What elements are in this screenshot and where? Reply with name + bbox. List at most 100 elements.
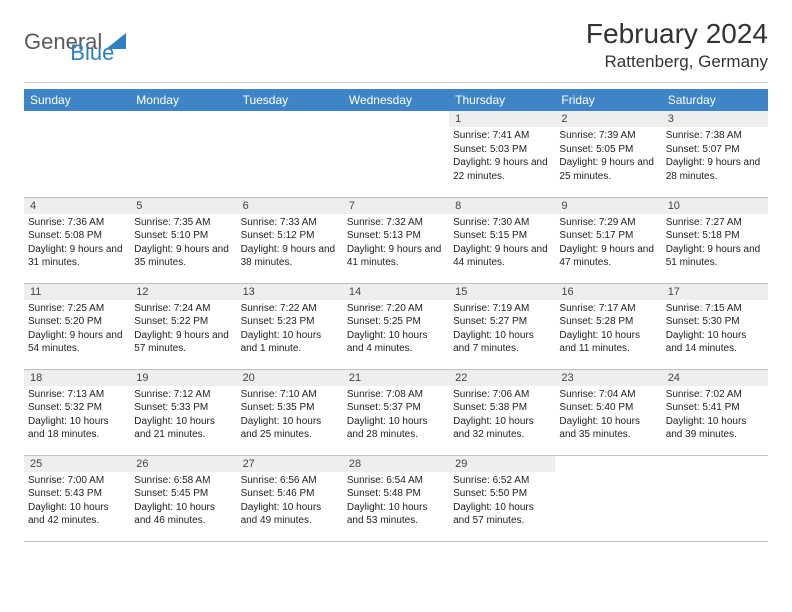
location: Rattenberg, Germany <box>586 52 768 72</box>
calendar-day-cell: 21Sunrise: 7:08 AMSunset: 5:37 PMDayligh… <box>343 369 449 455</box>
daylight-text: Daylight: 10 hours and 42 minutes. <box>28 501 126 528</box>
logo: General Blue <box>24 18 114 66</box>
day-number: 29 <box>449 456 555 472</box>
day-details: Sunrise: 7:13 AMSunset: 5:32 PMDaylight:… <box>28 388 126 442</box>
day-details: Sunrise: 7:41 AMSunset: 5:03 PMDaylight:… <box>453 129 551 183</box>
daylight-text: Daylight: 10 hours and 11 minutes. <box>559 329 657 356</box>
calendar-week-row: 4Sunrise: 7:36 AMSunset: 5:08 PMDaylight… <box>24 197 768 283</box>
calendar-day-cell <box>662 455 768 541</box>
calendar-day-cell: 8 Sunrise: 7:30 AMSunset: 5:15 PMDaylight… <box>449 197 555 283</box>
day-number: 12 <box>130 284 236 300</box>
day-number: 1 <box>449 111 555 127</box>
calendar-day-cell: 2 Sunrise: 7:39 AMSunset: 5:05 PMDaylight… <box>555 111 661 197</box>
daylight-text: Daylight: 10 hours and 18 minutes. <box>28 415 126 442</box>
sunset-text: Sunset: 5:10 PM <box>134 229 232 243</box>
sunrise-text: Sunrise: 7:22 AM <box>241 302 339 316</box>
day-number: 22 <box>449 370 555 386</box>
calendar-day-cell: 17Sunrise: 7:15 AMSunset: 5:30 PMDayligh… <box>662 283 768 369</box>
calendar-day-cell: 20Sunrise: 7:10 AMSunset: 5:35 PMDayligh… <box>237 369 343 455</box>
sunset-text: Sunset: 5:35 PM <box>241 401 339 415</box>
daylight-text: Daylight: 10 hours and 46 minutes. <box>134 501 232 528</box>
day-number: 15 <box>449 284 555 300</box>
calendar-day-cell: 26Sunrise: 6:58 AMSunset: 5:45 PMDayligh… <box>130 455 236 541</box>
sunrise-text: Sunrise: 7:25 AM <box>28 302 126 316</box>
day-number: 18 <box>24 370 130 386</box>
day-number: 24 <box>662 370 768 386</box>
day-details: Sunrise: 6:54 AMSunset: 5:48 PMDaylight:… <box>347 474 445 528</box>
sunset-text: Sunset: 5:32 PM <box>28 401 126 415</box>
daylight-text: Daylight: 9 hours and 31 minutes. <box>28 243 126 270</box>
sunrise-text: Sunrise: 7:33 AM <box>241 216 339 230</box>
sunrise-text: Sunrise: 6:52 AM <box>453 474 551 488</box>
day-details: Sunrise: 7:27 AMSunset: 5:18 PMDaylight:… <box>666 216 764 270</box>
day-details: Sunrise: 7:10 AMSunset: 5:35 PMDaylight:… <box>241 388 339 442</box>
weekday-header-row: Sunday Monday Tuesday Wednesday Thursday… <box>24 89 768 111</box>
sunrise-text: Sunrise: 7:20 AM <box>347 302 445 316</box>
sunrise-text: Sunrise: 6:54 AM <box>347 474 445 488</box>
calendar-day-cell: 7Sunrise: 7:32 AMSunset: 5:13 PMDaylight… <box>343 197 449 283</box>
day-number: 17 <box>662 284 768 300</box>
day-details: Sunrise: 7:29 AMSunset: 5:17 PMDaylight:… <box>559 216 657 270</box>
sunset-text: Sunset: 5:13 PM <box>347 229 445 243</box>
sunrise-text: Sunrise: 7:30 AM <box>453 216 551 230</box>
day-number: 7 <box>343 198 449 214</box>
day-number: 8 <box>449 198 555 214</box>
day-number: 28 <box>343 456 449 472</box>
day-details: Sunrise: 7:30 AMSunset: 5:15 PMDaylight:… <box>453 216 551 270</box>
month-title: February 2024 <box>586 18 768 50</box>
calendar-day-cell: 15 Sunrise: 7:19 AMSunset: 5:27 PMDayligh… <box>449 283 555 369</box>
sunrise-text: Sunrise: 6:56 AM <box>241 474 339 488</box>
calendar-day-cell: 6Sunrise: 7:33 AMSunset: 5:12 PMDaylight… <box>237 197 343 283</box>
calendar-day-cell: 18 Sunrise: 7:13 AMSunset: 5:32 PMDayligh… <box>24 369 130 455</box>
daylight-text: Daylight: 10 hours and 4 minutes. <box>347 329 445 356</box>
day-number: 19 <box>130 370 236 386</box>
day-number: 3 <box>662 111 768 127</box>
daylight-text: Daylight: 10 hours and 53 minutes. <box>347 501 445 528</box>
sunrise-text: Sunrise: 7:41 AM <box>453 129 551 143</box>
calendar-day-cell: 16Sunrise: 7:17 AMSunset: 5:28 PMDayligh… <box>555 283 661 369</box>
day-details: Sunrise: 7:17 AMSunset: 5:28 PMDaylight:… <box>559 302 657 356</box>
sunrise-text: Sunrise: 7:06 AM <box>453 388 551 402</box>
day-details: Sunrise: 7:20 AMSunset: 5:25 PMDaylight:… <box>347 302 445 356</box>
day-number: 2 <box>555 111 661 127</box>
daylight-text: Daylight: 10 hours and 14 minutes. <box>666 329 764 356</box>
sunrise-text: Sunrise: 7:13 AM <box>28 388 126 402</box>
daylight-text: Daylight: 10 hours and 28 minutes. <box>347 415 445 442</box>
day-details: Sunrise: 7:35 AMSunset: 5:10 PMDaylight:… <box>134 216 232 270</box>
daylight-text: Daylight: 9 hours and 57 minutes. <box>134 329 232 356</box>
calendar-day-cell: 9Sunrise: 7:29 AMSunset: 5:17 PMDaylight… <box>555 197 661 283</box>
calendar-day-cell <box>237 111 343 197</box>
title-block: February 2024 Rattenberg, Germany <box>586 18 768 72</box>
day-number: 13 <box>237 284 343 300</box>
calendar-day-cell: 10Sunrise: 7:27 AMSunset: 5:18 PMDayligh… <box>662 197 768 283</box>
day-number: 6 <box>237 198 343 214</box>
day-number: 14 <box>343 284 449 300</box>
weekday-header: Tuesday <box>237 89 343 111</box>
sunset-text: Sunset: 5:23 PM <box>241 315 339 329</box>
sunset-text: Sunset: 5:45 PM <box>134 487 232 501</box>
daylight-text: Daylight: 9 hours and 54 minutes. <box>28 329 126 356</box>
header: General Blue February 2024 Rattenberg, G… <box>0 0 792 80</box>
sunset-text: Sunset: 5:28 PM <box>559 315 657 329</box>
sunset-text: Sunset: 5:50 PM <box>453 487 551 501</box>
divider <box>24 82 768 83</box>
calendar-day-cell: 3Sunrise: 7:38 AMSunset: 5:07 PMDaylight… <box>662 111 768 197</box>
sunrise-text: Sunrise: 7:04 AM <box>559 388 657 402</box>
daylight-text: Daylight: 10 hours and 21 minutes. <box>134 415 232 442</box>
calendar-day-cell: 14 Sunrise: 7:20 AMSunset: 5:25 PMDayligh… <box>343 283 449 369</box>
calendar-table: Sunday Monday Tuesday Wednesday Thursday… <box>24 89 768 542</box>
day-details: Sunrise: 7:39 AMSunset: 5:05 PMDaylight:… <box>559 129 657 183</box>
sunrise-text: Sunrise: 7:35 AM <box>134 216 232 230</box>
calendar-day-cell: 25Sunrise: 7:00 AMSunset: 5:43 PMDayligh… <box>24 455 130 541</box>
day-details: Sunrise: 7:04 AMSunset: 5:40 PMDaylight:… <box>559 388 657 442</box>
day-details: Sunrise: 6:58 AMSunset: 5:45 PMDaylight:… <box>134 474 232 528</box>
sunrise-text: Sunrise: 7:32 AM <box>347 216 445 230</box>
day-number: 11 <box>24 284 130 300</box>
sunrise-text: Sunrise: 7:00 AM <box>28 474 126 488</box>
sunrise-text: Sunrise: 7:36 AM <box>28 216 126 230</box>
sunset-text: Sunset: 5:15 PM <box>453 229 551 243</box>
daylight-text: Daylight: 9 hours and 22 minutes. <box>453 156 551 183</box>
day-details: Sunrise: 7:19 AMSunset: 5:27 PMDaylight:… <box>453 302 551 356</box>
calendar-day-cell: 23Sunrise: 7:04 AMSunset: 5:40 PMDayligh… <box>555 369 661 455</box>
sunset-text: Sunset: 5:22 PM <box>134 315 232 329</box>
